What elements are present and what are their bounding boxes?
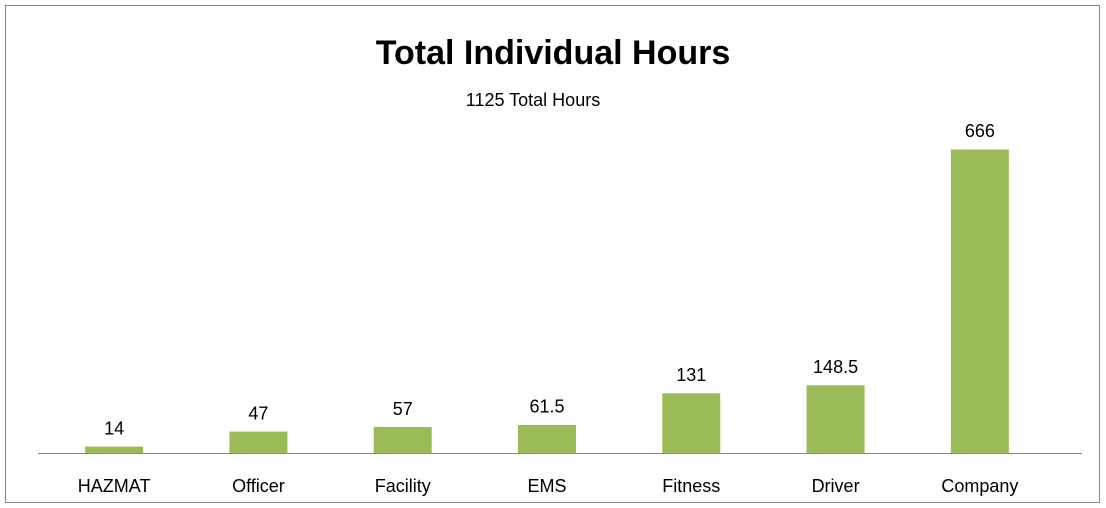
- x-tick-label: Driver: [812, 476, 860, 496]
- bar: [518, 424, 576, 453]
- value-label: 14: [104, 418, 124, 438]
- value-label: 61.5: [529, 397, 564, 417]
- chart-subtitle: 1125 Total Hours: [466, 90, 600, 110]
- value-label: 47: [248, 403, 268, 423]
- value-label: 148.5: [813, 357, 858, 377]
- bar: [373, 427, 432, 453]
- chart-title: Total Individual Hours: [376, 34, 731, 72]
- chart-border: [5, 5, 1100, 503]
- value-label: 131: [676, 365, 706, 385]
- x-tick-label: EMS: [527, 476, 566, 496]
- x-tick-label: Facility: [375, 476, 431, 496]
- bar: [950, 149, 1009, 453]
- x-tick-label: HAZMAT: [78, 476, 151, 496]
- bar: [806, 385, 865, 453]
- bar: [662, 393, 721, 453]
- x-tick-label: Company: [941, 476, 1018, 496]
- value-label: 57: [393, 399, 413, 419]
- bar: [85, 446, 144, 453]
- value-label: 666: [965, 121, 995, 141]
- bar: [229, 431, 288, 453]
- x-tick-label: Fitness: [662, 476, 720, 496]
- x-tick-label: Officer: [232, 476, 285, 496]
